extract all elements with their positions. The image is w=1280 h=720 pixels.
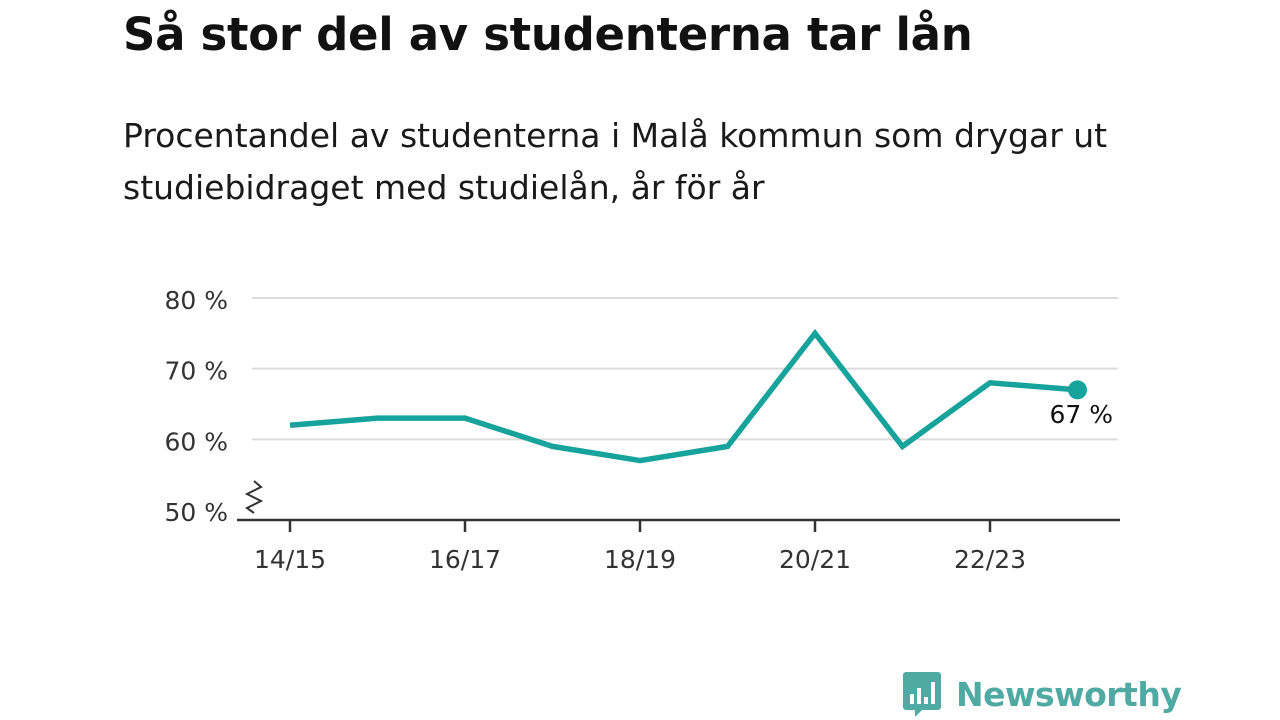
x-axis <box>237 480 1120 532</box>
series-layer: 67 % <box>289 328 1113 464</box>
y-tick-label: 70 % <box>164 357 228 386</box>
x-axis-tick-labels: 14/15 16/17 18/19 20/21 22/23 <box>254 545 1026 574</box>
brand-name: Newsworthy <box>956 674 1182 714</box>
y-tick-label: 50 % <box>164 498 228 527</box>
x-tick-label: 14/15 <box>254 545 326 574</box>
x-tick-label: 22/23 <box>954 545 1026 574</box>
brand-logo: Newsworthy <box>902 670 1182 718</box>
bar-chart-speech-bubble-icon <box>903 672 941 717</box>
y-tick-label: 60 % <box>164 427 228 456</box>
line-chart: 50 % 60 % 70 % 80 % 14/15 16/17 18/19 20/21 22/… <box>164 286 1120 574</box>
y-axis-tick-labels: 50 % 60 % 70 % 80 % <box>164 286 228 527</box>
last-point-marker <box>1068 380 1087 400</box>
axis-break-icon <box>244 480 264 514</box>
x-tick-label: 16/17 <box>429 545 501 574</box>
y-tick-label: 80 % <box>164 286 228 315</box>
series-line <box>289 328 1078 464</box>
chart-title: Så stor del av studenterna tar lån <box>123 8 973 61</box>
grid-lines <box>252 297 1118 441</box>
chart-subtitle: Procentandel av studenterna i Malå kommu… <box>123 116 1108 207</box>
last-point-label: 67 % <box>1049 400 1113 429</box>
x-tick-label: 20/21 <box>779 545 851 574</box>
x-tick-label: 18/19 <box>604 545 676 574</box>
